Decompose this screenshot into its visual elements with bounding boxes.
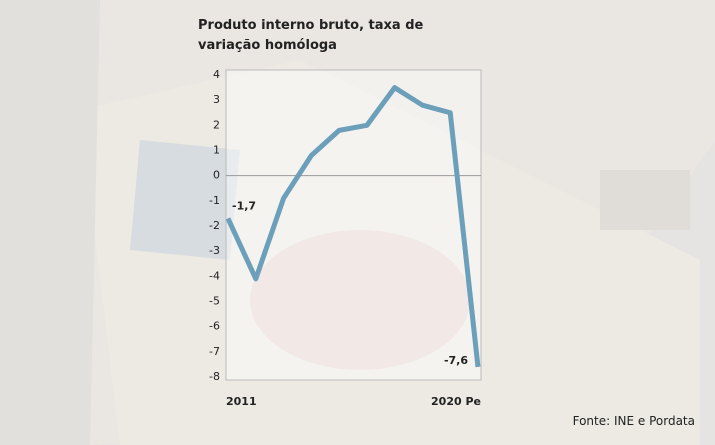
data-label: -1,7 — [232, 199, 256, 212]
y-tick-label: -8 — [209, 370, 220, 383]
y-tick-label: 4 — [213, 68, 220, 81]
x-tick-label: 2020 Pe — [431, 395, 481, 408]
y-tick-label: -6 — [209, 320, 220, 333]
y-tick-label: 1 — [213, 144, 220, 157]
plot-area — [225, 69, 482, 381]
chart-title: Produto interno bruto, taxa de variação … — [198, 18, 424, 53]
y-tick-label: -7 — [209, 345, 220, 358]
y-tick-label: -3 — [209, 244, 220, 257]
y-tick-label: -4 — [209, 269, 220, 282]
y-tick-label: 0 — [213, 169, 220, 182]
y-tick-label: -1 — [209, 194, 220, 207]
x-tick-label: 2011 — [226, 395, 257, 408]
y-tick-label: 2 — [213, 118, 220, 131]
line — [225, 85, 481, 368]
y-tick-label: -5 — [209, 295, 220, 308]
y-tick-label: 3 — [213, 93, 220, 106]
data-label: -7,6 — [444, 354, 468, 367]
y-tick-label: -2 — [209, 219, 220, 232]
source: Fonte: INE e Pordata — [572, 414, 695, 428]
